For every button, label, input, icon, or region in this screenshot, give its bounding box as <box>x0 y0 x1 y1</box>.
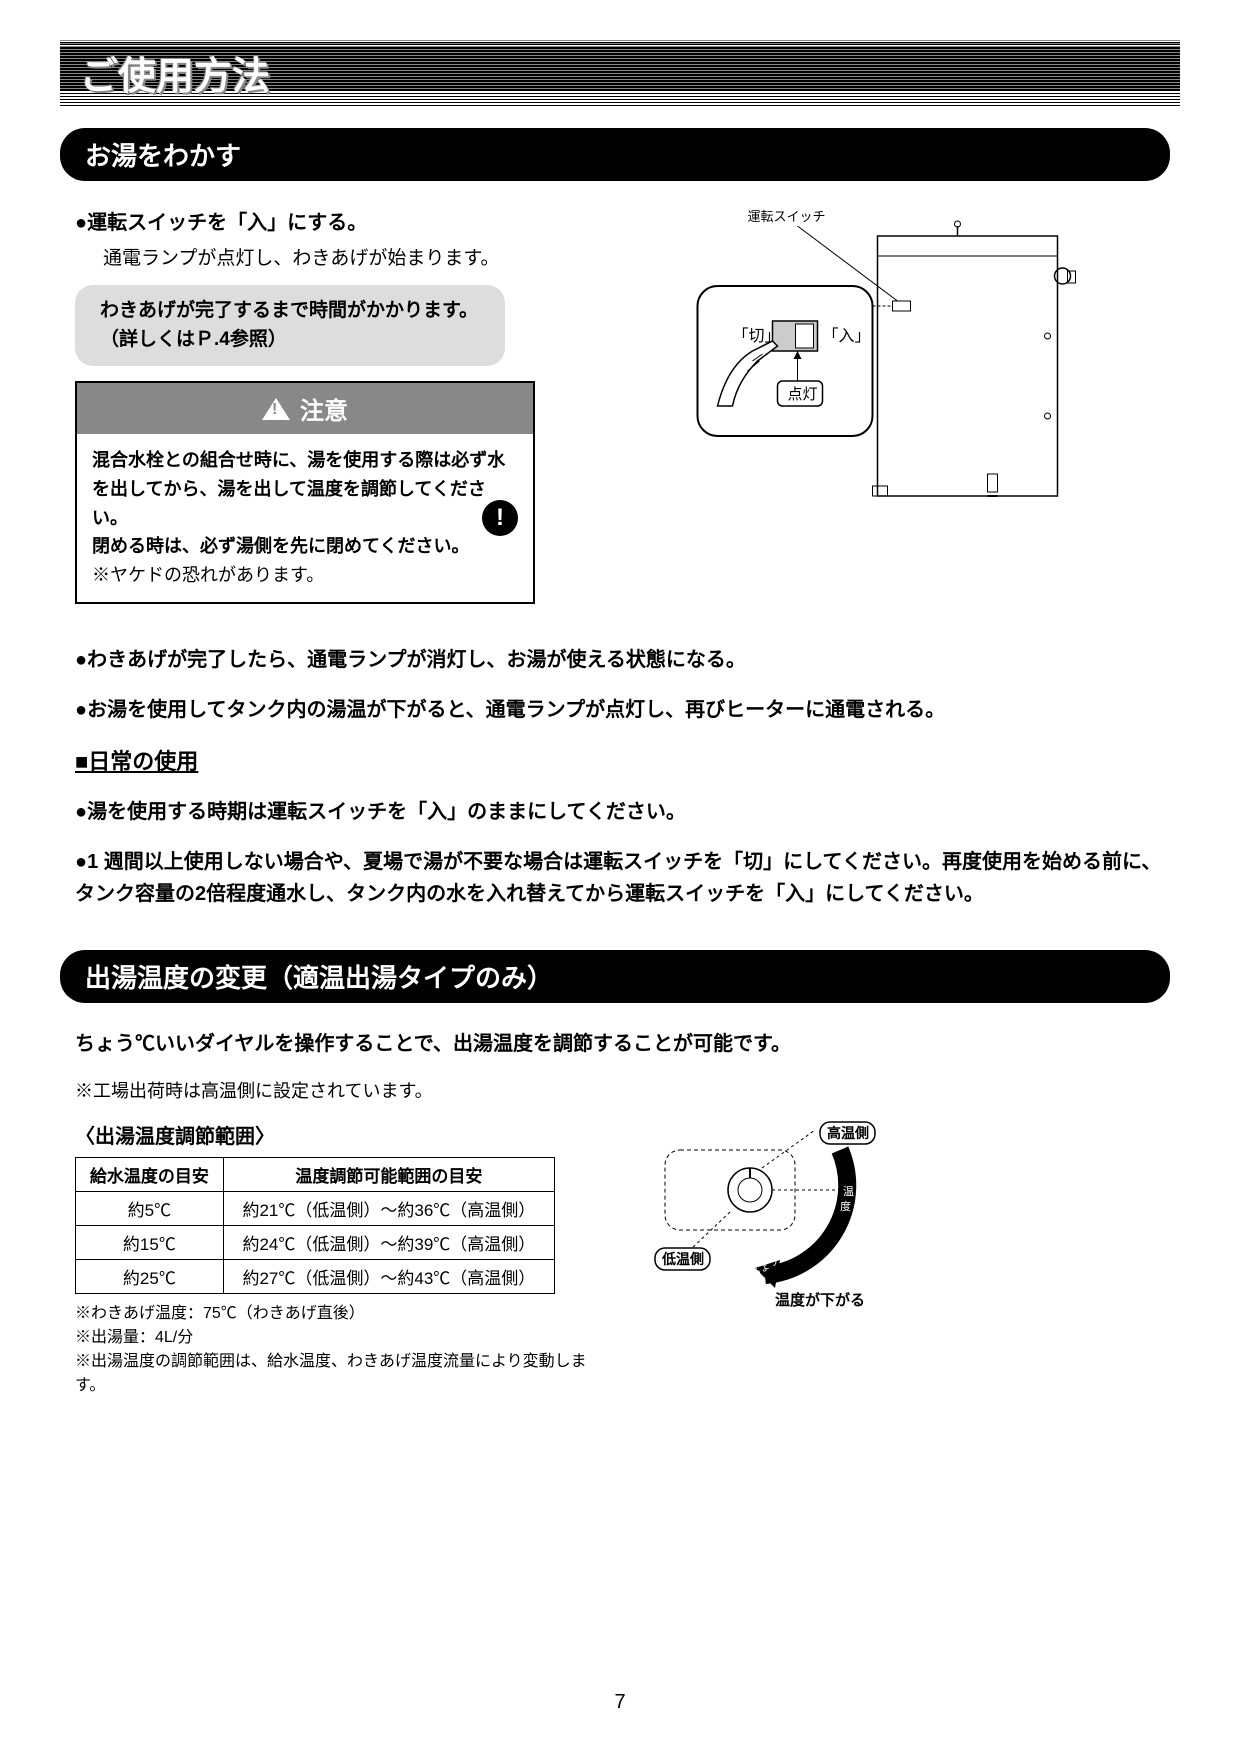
caution-body: 混合水栓との組合せ時に、湯を使用する際は必ず水を出してから、湯を出して温度を調節… <box>77 434 533 602</box>
td-temp: 約5℃ <box>76 1191 224 1225</box>
daily-bullet1: ●湯を使用する時期は運転スイッチを「入」のままにしてください。 <box>75 796 1180 828</box>
temp-text: 温 <box>843 1185 854 1198</box>
caution-label: 注意 <box>300 391 348 426</box>
th-water-temp: 給水温度の目安 <box>76 1157 224 1191</box>
caution-text3: ※ヤケドの恐れがあります。 <box>92 561 518 590</box>
table-row: 約5℃ 約21℃（低温側）～約36℃（高温側） <box>76 1191 555 1225</box>
arrow-label: 温度が下がる <box>775 1291 865 1309</box>
td-range: 約21℃（低温側）～約36℃（高温側） <box>223 1191 554 1225</box>
td-temp: 約15℃ <box>76 1225 224 1259</box>
note-line1: わきあげが完了するまで時間がかかります。 <box>100 297 480 326</box>
switch-label-text: 運転スイッチ <box>748 209 826 224</box>
daily-use-title: ■日常の使用 <box>75 744 1180 776</box>
bullet-switch-on: ●運転スイッチを「入」にする。 <box>75 206 555 235</box>
th-range: 温度調節可能範囲の目安 <box>223 1157 554 1191</box>
lamp-label: 点灯 <box>788 386 818 403</box>
section2-header: 出湯温度の変更（適温出湯タイプのみ） <box>60 950 1170 1003</box>
td-range: 約24℃（低温側）～約39℃（高温側） <box>223 1225 554 1259</box>
table-row: 約15℃ 約24℃（低温側）～約39℃（高温側） <box>76 1225 555 1259</box>
note-box: わきあげが完了するまで時間がかかります。 （詳しくはＰ.4参照） <box>75 285 505 366</box>
dial-intro: ちょう℃いいダイヤルを操作することで、出湯温度を調節することが可能です。 <box>75 1028 1180 1060</box>
table-row: 約25℃ 約27℃（低温側）～約43℃（高温側） <box>76 1259 555 1293</box>
caution-text1: 混合水栓との組合せ時に、湯を使用する際は必ず水を出してから、湯を出して温度を調節… <box>92 446 518 532</box>
note-boil-temp: ※わきあげ温度：75℃（わきあげ直後） <box>75 1302 615 1326</box>
low-temp-label: 低温側 <box>661 1251 704 1267</box>
exclaim-icon: ! <box>482 500 518 536</box>
note-flow: ※出湯量：4L/分 <box>75 1326 615 1350</box>
high-temp-label: 高温側 <box>827 1125 869 1141</box>
warning-icon <box>262 398 290 420</box>
bullet-switch-sub: 通電ランプが点灯し、わきあげが始まります。 <box>75 243 555 270</box>
temp-table: 給水温度の目安 温度調節可能範囲の目安 約5℃ 約21℃（低温側）～約36℃（高… <box>75 1157 555 1294</box>
svg-text:度: 度 <box>840 1199 851 1213</box>
td-temp: 約25℃ <box>76 1259 224 1293</box>
device-diagram: 運転スイッチ 「切」 「入」 点灯 <box>575 206 1180 526</box>
note-range: ※出湯温度の調節範囲は、給水温度、わきあげ温度流量により変動します。 <box>75 1350 615 1398</box>
caution-box: 注意 混合水栓との組合せ時に、湯を使用する際は必ず水を出してから、湯を出して温度… <box>75 381 535 604</box>
td-range: 約27℃（低温側）～約43℃（高温側） <box>223 1259 554 1293</box>
note-line2: （詳しくはＰ.4参照） <box>100 326 480 355</box>
caution-header: 注意 <box>77 383 533 434</box>
bullet-complete: ●わきあげが完了したら、通電ランプが消灯し、お湯が使える状態になる。 <box>75 644 1180 676</box>
bullet-reheat: ●お湯を使用してタンク内の湯温が下がると、通電ランプが点灯し、再びヒーターに通電… <box>75 694 1180 726</box>
page-number: 7 <box>614 1691 625 1714</box>
on-label: 「入」 <box>823 327 871 345</box>
dial-diagram: 高温側 低温側 温 度 ちょう℃いい 温度が下がる <box>645 1120 925 1320</box>
daily-bullet2: ●1 週間以上使用しない場合や、夏場で湯が不要な場合は運転スイッチを「切」にして… <box>75 846 1180 910</box>
page-header: ご使用方法 <box>60 40 1180 90</box>
caution-text2: 閉める時は、必ず湯側を先に閉めてください。 <box>92 532 518 561</box>
factory-note: ※工場出荷時は高温側に設定されています。 <box>75 1078 1180 1105</box>
table-title: 〈出湯温度調節範囲〉 <box>75 1120 615 1149</box>
page-title: ご使用方法 <box>80 45 270 100</box>
section1-header: お湯をわかす <box>60 128 1170 181</box>
